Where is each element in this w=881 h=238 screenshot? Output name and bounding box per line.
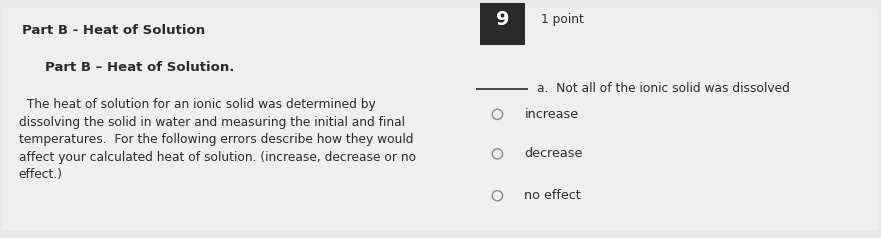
Text: increase: increase [524, 108, 579, 121]
FancyBboxPatch shape [3, 8, 878, 230]
Text: 1 point: 1 point [541, 13, 584, 25]
Text: decrease: decrease [524, 147, 583, 160]
Text: 9: 9 [496, 10, 509, 29]
Text: no effect: no effect [524, 189, 581, 202]
FancyBboxPatch shape [480, 0, 525, 45]
Text: Part B – Heat of Solution.: Part B – Heat of Solution. [45, 61, 234, 74]
Text: a.  Not all of the ionic solid was dissolved: a. Not all of the ionic solid was dissol… [537, 82, 789, 95]
Text: The heat of solution for an ionic solid was determined by
dissolving the solid i: The heat of solution for an ionic solid … [19, 98, 416, 181]
Text: Part B - Heat of Solution: Part B - Heat of Solution [22, 24, 205, 37]
